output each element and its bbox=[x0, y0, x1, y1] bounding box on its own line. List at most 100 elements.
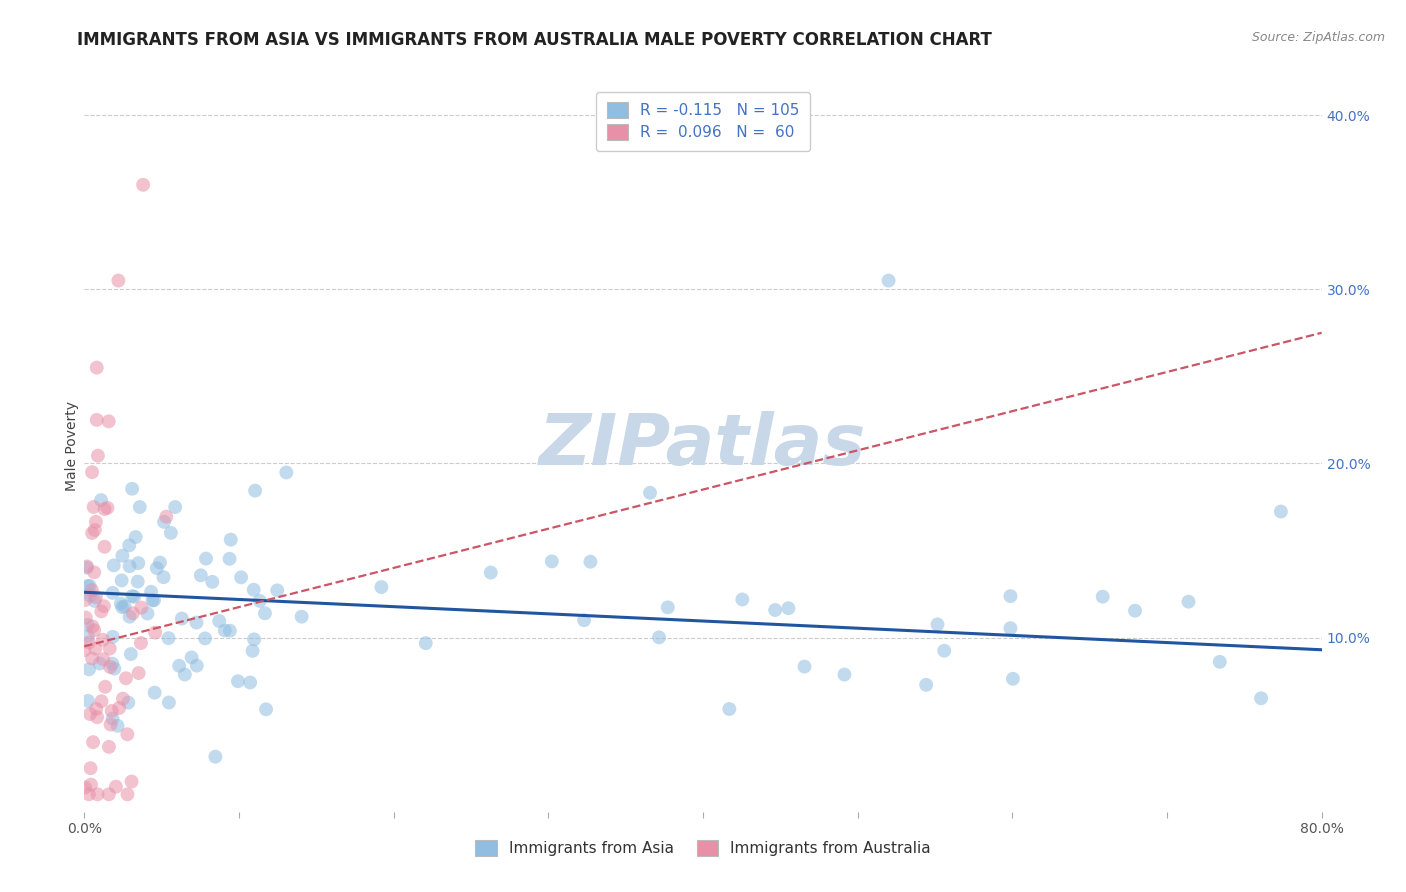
Point bbox=[141, 593, 163, 607]
Point bbox=[111, 549, 134, 563]
Point bbox=[75, 593, 97, 607]
Point bbox=[122, 590, 145, 604]
Point bbox=[1177, 595, 1199, 609]
Point bbox=[115, 671, 138, 685]
Point bbox=[79, 761, 101, 775]
Point bbox=[242, 582, 264, 597]
Point bbox=[121, 774, 143, 789]
Point bbox=[84, 515, 107, 529]
Point bbox=[834, 667, 856, 681]
Point bbox=[167, 658, 190, 673]
Point bbox=[1270, 504, 1292, 518]
Point bbox=[107, 719, 129, 733]
Point bbox=[117, 696, 139, 710]
Point bbox=[208, 614, 231, 628]
Point bbox=[763, 603, 786, 617]
Point bbox=[77, 787, 100, 801]
Point bbox=[83, 523, 105, 537]
Text: IMMIGRANTS FROM ASIA VS IMMIGRANTS FROM AUSTRALIA MALE POVERTY CORRELATION CHART: IMMIGRANTS FROM ASIA VS IMMIGRANTS FROM … bbox=[77, 31, 993, 49]
Point bbox=[254, 702, 277, 716]
Point bbox=[79, 579, 101, 593]
Point bbox=[82, 465, 104, 479]
Point bbox=[108, 701, 131, 715]
Point bbox=[120, 647, 142, 661]
Point bbox=[793, 659, 815, 673]
Point bbox=[219, 624, 242, 638]
Point bbox=[122, 607, 145, 621]
Point bbox=[253, 607, 276, 621]
Point bbox=[170, 611, 193, 625]
Point bbox=[83, 594, 105, 608]
Point bbox=[266, 583, 288, 598]
Point bbox=[98, 641, 121, 656]
Point bbox=[173, 667, 195, 681]
Point bbox=[101, 657, 124, 671]
Point bbox=[657, 600, 679, 615]
Point bbox=[97, 739, 120, 754]
Point bbox=[239, 675, 262, 690]
Point bbox=[153, 515, 176, 529]
Point bbox=[638, 485, 661, 500]
Point bbox=[579, 555, 602, 569]
Point bbox=[214, 624, 236, 638]
Point bbox=[291, 609, 314, 624]
Point bbox=[84, 591, 107, 605]
Point bbox=[98, 660, 121, 674]
Point bbox=[91, 632, 114, 647]
Point bbox=[90, 604, 112, 618]
Point bbox=[90, 493, 112, 508]
Point bbox=[1001, 672, 1024, 686]
Text: ZIPatlas: ZIPatlas bbox=[540, 411, 866, 481]
Point bbox=[76, 559, 98, 574]
Point bbox=[143, 593, 166, 607]
Point bbox=[731, 592, 754, 607]
Point bbox=[572, 613, 595, 627]
Point bbox=[86, 413, 108, 427]
Point bbox=[86, 360, 108, 375]
Point bbox=[82, 526, 104, 541]
Point bbox=[152, 570, 174, 584]
Point bbox=[89, 657, 111, 671]
Point bbox=[877, 274, 900, 288]
Point bbox=[118, 609, 141, 624]
Point bbox=[75, 780, 97, 795]
Point bbox=[93, 540, 115, 554]
Point bbox=[83, 566, 105, 580]
Point bbox=[136, 607, 159, 621]
Point bbox=[114, 599, 136, 614]
Point bbox=[226, 674, 249, 689]
Point bbox=[82, 619, 104, 633]
Point bbox=[97, 414, 120, 428]
Point bbox=[415, 636, 437, 650]
Point bbox=[101, 630, 124, 644]
Point bbox=[111, 600, 134, 615]
Point bbox=[128, 666, 150, 681]
Point bbox=[1000, 589, 1022, 603]
Point bbox=[93, 599, 115, 614]
Point bbox=[276, 466, 298, 480]
Point bbox=[1209, 655, 1232, 669]
Point bbox=[107, 274, 129, 288]
Point bbox=[915, 678, 938, 692]
Point bbox=[1091, 590, 1114, 604]
Point bbox=[97, 787, 120, 801]
Point bbox=[190, 568, 212, 582]
Point bbox=[80, 583, 103, 598]
Point bbox=[479, 566, 502, 580]
Point bbox=[93, 502, 115, 516]
Point bbox=[243, 632, 266, 647]
Point bbox=[91, 652, 114, 666]
Point bbox=[90, 694, 112, 708]
Point bbox=[73, 643, 96, 657]
Point bbox=[76, 618, 98, 632]
Point bbox=[117, 727, 139, 741]
Point bbox=[249, 594, 271, 608]
Point bbox=[648, 631, 671, 645]
Point bbox=[77, 635, 100, 649]
Point bbox=[1123, 604, 1146, 618]
Point bbox=[101, 712, 124, 726]
Point bbox=[124, 530, 146, 544]
Point bbox=[157, 631, 180, 645]
Point bbox=[229, 570, 252, 584]
Point bbox=[103, 662, 125, 676]
